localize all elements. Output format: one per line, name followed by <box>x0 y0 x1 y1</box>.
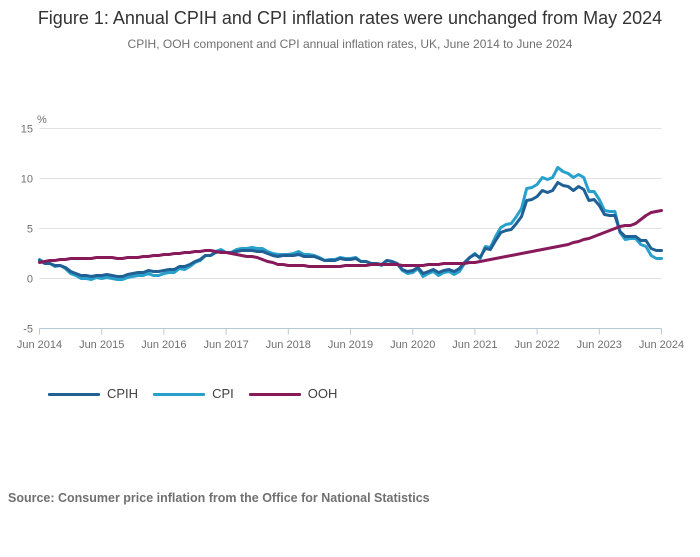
x-tick-label: Jun 2019 <box>328 339 373 351</box>
legend-item-cpi: CPI <box>153 386 234 402</box>
x-tick-label: Jun 2021 <box>452 339 497 351</box>
legend-item-cpih: CPIH <box>48 386 138 402</box>
y-tick-label-10: 10 <box>21 174 33 186</box>
x-tick-label: Jun 2017 <box>203 339 248 351</box>
y-tick-label-15: 15 <box>21 124 33 136</box>
x-tick-label: Jun 2022 <box>514 339 559 351</box>
line-chart: -5 0 5 10 15% Jun 2014 Jun 2015 Jun 2016 Jun 201… <box>0 106 700 356</box>
chart-legend: CPIH CPI OOH <box>48 386 700 402</box>
legend-label-ooh: OOH <box>307 386 338 402</box>
y-tick-label-5: 5 <box>27 224 33 236</box>
x-tick-label: Jun 2015 <box>79 339 124 351</box>
cpi-line-swatch <box>153 392 206 397</box>
ooh-line <box>38 209 663 269</box>
ooh-line-swatch <box>248 392 301 397</box>
x-tick-label: Jun 2014 <box>17 339 62 351</box>
x-tick-label: Jun 2018 <box>266 339 311 351</box>
x-tick-label: Jun 2024 <box>639 339 684 351</box>
chart-canvas: -5 0 5 10 15% Jun 2014 Jun 2015 Jun 2016 Jun 201… <box>17 114 684 351</box>
legend-label-cpi: CPI <box>212 386 234 402</box>
source-text: Source: Consumer price inflation from th… <box>8 491 430 506</box>
y-axis-unit-label: % <box>37 114 47 126</box>
y-tick-label-0: 0 <box>27 274 33 286</box>
figure-title: Figure 1: Annual CPIH and CPI inflation … <box>37 8 663 28</box>
cpih-line-swatch <box>48 392 100 397</box>
x-tick-label: Jun 2020 <box>390 339 435 351</box>
x-tick-label: Jun 2023 <box>577 339 622 351</box>
cpih-line <box>38 181 663 279</box>
legend-item-ooh: OOH <box>248 386 338 402</box>
figure-page: Figure 1: Annual CPIH and CPI inflation … <box>0 8 700 557</box>
y-tick-label--5: -5 <box>23 324 33 336</box>
x-tick-label: Jun 2016 <box>141 339 186 351</box>
figure-subtitle: CPIH, OOH component and CPI annual infla… <box>127 36 573 51</box>
cpi-line <box>38 166 663 282</box>
legend-label-cpih: CPIH <box>107 386 139 402</box>
